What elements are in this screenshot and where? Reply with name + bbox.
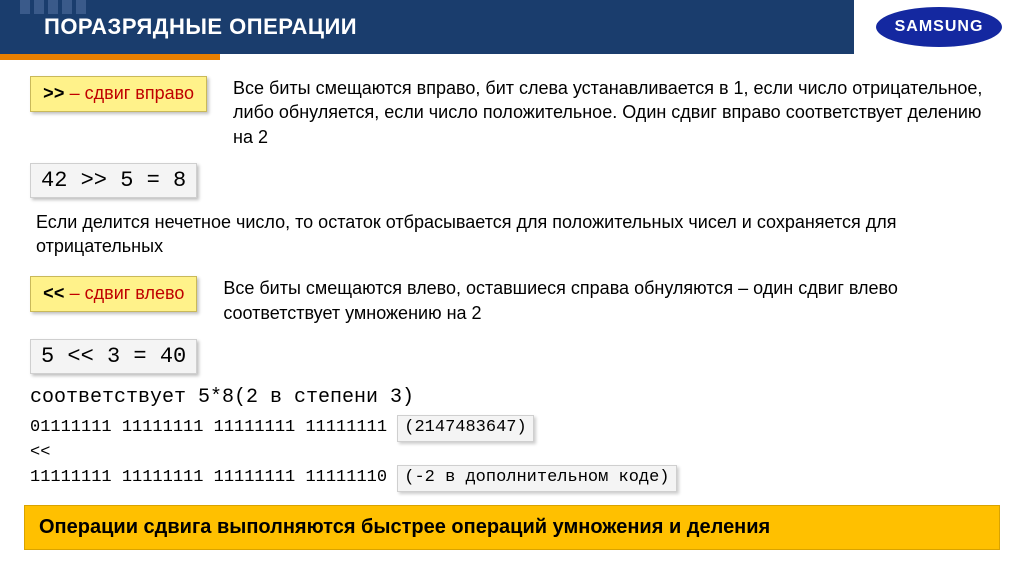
shift-left-operator: << [43,285,65,305]
footer-highlight: Операции сдвига выполняются быстрее опер… [24,505,1000,550]
header-decor-tabs [20,0,86,14]
binary-line-3: 11111111 11111111 11111111 11111110 (-2 … [30,465,994,492]
header-tab-decor [76,0,86,14]
binary-block: 01111111 11111111 11111111 11111111 (214… [30,415,994,492]
binary-line-1: 01111111 11111111 11111111 11111111 (214… [30,415,994,442]
shift-right-note: Если делится нечетное число, то остаток … [36,210,994,259]
binary-value-3: (-2 в дополнительном коде) [397,465,676,492]
header-tab-decor [20,0,30,14]
header-tab-decor [48,0,58,14]
shift-right-label: – сдвиг вправо [65,83,194,103]
logo-container: SAMSUNG [854,0,1024,54]
header-tab-decor [34,0,44,14]
shift-left-example: 5 << 3 = 40 [30,339,197,374]
shift-right-description: Все биты смещаются вправо, бит слева уст… [233,76,994,149]
shift-right-operator: >> [43,85,65,105]
shift-right-example: 42 >> 5 = 8 [30,163,197,198]
shift-right-row: >> – сдвиг вправо Все биты смещаются впр… [30,76,994,149]
shift-left-equivalence: соответствует 5*8(2 в степени 3) [30,386,994,409]
shift-right-badge: >> – сдвиг вправо [30,76,207,112]
shift-left-description: Все биты смещаются влево, оставшиеся спр… [223,276,994,325]
binary-value-1: (2147483647) [397,415,533,442]
header-tab-decor [62,0,72,14]
samsung-logo: SAMSUNG [876,7,1002,47]
shift-left-badge: << – сдвиг влево [30,276,197,312]
page-title: ПОРАЗРЯДНЫЕ ОПЕРАЦИИ [44,14,357,40]
shift-left-row: << – сдвиг влево Все биты смещаются влев… [30,276,994,325]
slide-content: >> – сдвиг вправо Все биты смещаются впр… [0,60,1024,492]
binary-bits-3: 11111111 11111111 11111111 11111110 [30,468,387,487]
binary-bits-1: 01111111 11111111 11111111 11111111 [30,418,387,437]
header-bar: ПОРАЗРЯДНЫЕ ОПЕРАЦИИ SAMSUNG [0,0,1024,54]
binary-op-line: << [30,442,994,465]
shift-left-label: – сдвиг влево [65,283,185,303]
